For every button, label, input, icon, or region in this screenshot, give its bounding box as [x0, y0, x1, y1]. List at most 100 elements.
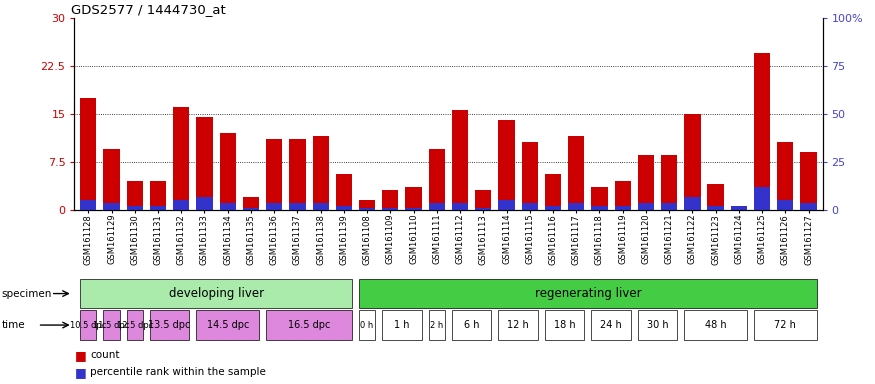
Bar	[312, 203, 329, 210]
Bar	[359, 310, 375, 340]
Bar	[777, 200, 794, 210]
Text: percentile rank within the sample: percentile rank within the sample	[90, 367, 266, 377]
Bar	[568, 203, 584, 210]
Text: 14.5 dpc: 14.5 dpc	[206, 320, 248, 330]
Text: ■: ■	[74, 349, 86, 362]
Text: 30 h: 30 h	[647, 320, 668, 330]
Bar	[568, 136, 584, 210]
Bar	[592, 310, 631, 340]
Bar	[173, 200, 189, 210]
Bar	[475, 190, 492, 210]
Bar	[382, 208, 398, 210]
Bar	[382, 310, 422, 340]
Bar	[80, 310, 96, 340]
Bar	[336, 207, 352, 210]
Bar	[336, 174, 352, 210]
Text: time: time	[2, 320, 25, 330]
Bar	[801, 203, 816, 210]
Bar	[359, 208, 375, 210]
Text: 0 h: 0 h	[360, 321, 374, 329]
Text: specimen: specimen	[2, 288, 52, 299]
Bar	[452, 310, 492, 340]
Bar	[80, 279, 352, 308]
Text: regenerating liver: regenerating liver	[535, 287, 641, 300]
Text: 24 h: 24 h	[600, 320, 622, 330]
Text: 48 h: 48 h	[705, 320, 726, 330]
Text: 13.5 dpc: 13.5 dpc	[149, 320, 191, 330]
Bar	[614, 181, 631, 210]
Text: 1 h: 1 h	[395, 320, 410, 330]
Bar	[405, 208, 422, 210]
Bar	[452, 111, 468, 210]
Bar	[382, 190, 398, 210]
Bar	[127, 310, 143, 340]
Bar	[80, 98, 96, 210]
Bar	[429, 310, 445, 340]
Bar	[127, 207, 143, 210]
Bar	[592, 187, 607, 210]
Text: 11.5 dpc: 11.5 dpc	[94, 321, 130, 329]
Bar	[708, 207, 724, 210]
Bar	[754, 187, 770, 210]
Bar	[592, 207, 607, 210]
Bar	[754, 310, 816, 340]
Bar	[429, 203, 445, 210]
Text: 16.5 dpc: 16.5 dpc	[288, 320, 330, 330]
Bar	[220, 133, 236, 210]
Bar	[150, 310, 189, 340]
Bar	[312, 136, 329, 210]
Bar	[359, 200, 375, 210]
Bar	[661, 203, 677, 210]
Bar	[243, 197, 259, 210]
Text: 2 h: 2 h	[430, 321, 444, 329]
Bar	[499, 120, 514, 210]
Text: count: count	[90, 350, 120, 360]
Text: 12 h: 12 h	[507, 320, 529, 330]
Bar	[638, 155, 654, 210]
Bar	[731, 207, 747, 210]
Bar	[731, 207, 747, 210]
Bar	[708, 184, 724, 210]
Bar	[196, 117, 213, 210]
Bar	[429, 149, 445, 210]
Bar	[638, 310, 677, 340]
Bar	[684, 114, 701, 210]
Bar	[196, 310, 259, 340]
Text: 6 h: 6 h	[464, 320, 480, 330]
Bar	[801, 152, 816, 210]
Bar	[661, 155, 677, 210]
Bar	[196, 197, 213, 210]
Bar	[522, 203, 538, 210]
Bar	[150, 181, 166, 210]
Bar	[405, 187, 422, 210]
Bar	[475, 208, 492, 210]
Text: developing liver: developing liver	[169, 287, 263, 300]
Text: GDS2577 / 1444730_at: GDS2577 / 1444730_at	[71, 3, 226, 17]
Bar	[499, 310, 538, 340]
Bar	[266, 310, 352, 340]
Bar	[638, 203, 654, 210]
Bar	[499, 200, 514, 210]
Bar	[80, 200, 96, 210]
Bar	[684, 310, 747, 340]
Text: 10.5 dpc: 10.5 dpc	[70, 321, 107, 329]
Bar	[103, 203, 120, 210]
Bar	[243, 208, 259, 210]
Bar	[290, 139, 305, 210]
Bar	[150, 207, 166, 210]
Bar	[103, 310, 120, 340]
Text: ■: ■	[74, 366, 86, 379]
Bar	[777, 142, 794, 210]
Bar	[103, 149, 120, 210]
Bar	[266, 203, 283, 210]
Bar	[220, 203, 236, 210]
Bar	[522, 142, 538, 210]
Bar	[173, 107, 189, 210]
Bar	[545, 174, 561, 210]
Text: 12.5 dpc: 12.5 dpc	[116, 321, 153, 329]
Bar	[684, 197, 701, 210]
Bar	[266, 139, 283, 210]
Bar	[754, 53, 770, 210]
Text: 18 h: 18 h	[554, 320, 576, 330]
Text: 72 h: 72 h	[774, 320, 796, 330]
